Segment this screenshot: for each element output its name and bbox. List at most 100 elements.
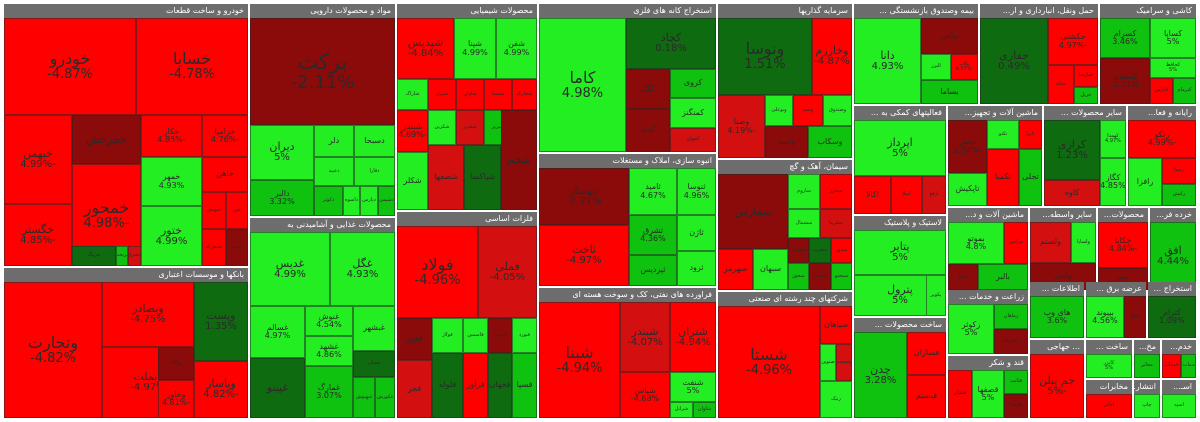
sector-header[interactable]: ماشین آلات و تجهیز... — [948, 106, 1042, 120]
stock-tile[interactable]: فاسمین — [463, 318, 488, 353]
stock-tile[interactable]: فولاژ — [432, 318, 463, 353]
stock-tile[interactable]: بنیرو — [948, 264, 978, 290]
stock-tile[interactable]: شستا -4.96% — [718, 306, 820, 418]
stock-tile[interactable]: شاراک — [397, 79, 428, 110]
stock-tile[interactable]: ثرود — [677, 251, 716, 286]
stock-tile[interactable]: البرز — [921, 54, 951, 80]
stock-tile[interactable]: بساما — [921, 80, 978, 104]
stock-tile[interactable]: اخابر — [1086, 394, 1132, 418]
stock-tile[interactable]: دکوثر — [314, 186, 343, 216]
stock-tile[interactable]: داسوه — [343, 186, 360, 216]
stock-tile[interactable]: ثاژن — [677, 215, 716, 251]
stock-tile[interactable]: حتاید — [1048, 65, 1074, 104]
stock-tile[interactable]: بترانس — [1004, 222, 1028, 264]
stock-tile[interactable]: فنورد — [512, 318, 537, 353]
sector-header[interactable]: مخابرات — [1086, 380, 1132, 394]
stock-tile[interactable]: بپاس — [921, 18, 978, 54]
stock-tile[interactable]: کسرام 3.46% — [1100, 18, 1150, 58]
sector-header[interactable]: سیمان، آهک و گچ — [718, 160, 852, 174]
stock-tile[interactable]: رنیک — [820, 381, 852, 418]
stock-tile[interactable]: تاپکیش — [948, 173, 987, 206]
stock-tile[interactable]: پکویر — [926, 275, 946, 316]
stock-tile[interactable]: تکنو — [987, 120, 1019, 149]
stock-tile[interactable]: کایزر 5% — [1086, 354, 1132, 378]
stock-tile[interactable]: رافزا — [1128, 158, 1162, 206]
stock-tile[interactable]: کدما — [626, 109, 670, 152]
stock-tile[interactable]: وتجارت -4.82% — [4, 282, 102, 418]
stock-tile[interactable]: تایرا — [1019, 120, 1042, 149]
stock-tile[interactable]: وبوعلی — [765, 95, 793, 126]
sector-header[interactable]: محصولات شیمیایی — [397, 4, 537, 18]
stock-tile[interactable]: سهرمز — [718, 249, 753, 290]
stock-tile[interactable]: کگل — [626, 69, 670, 109]
stock-tile[interactable]: وصنعت — [836, 344, 852, 381]
stock-tile[interactable]: سبهان — [753, 249, 788, 290]
stock-tile[interactable]: حفاری 0.49% — [980, 18, 1048, 104]
stock-tile[interactable]: تکمبا — [987, 149, 1019, 206]
stock-tile[interactable]: فخوز — [397, 318, 432, 360]
stock-tile[interactable]: خریخت — [116, 246, 128, 266]
stock-tile[interactable]: غشاذر — [353, 351, 395, 377]
stock-tile[interactable]: وپست 1.35% — [194, 282, 248, 361]
sector-header[interactable]: مخ... — [1134, 340, 1160, 354]
sector-header[interactable]: سرمایه گذاریها — [718, 4, 852, 18]
stock-tile[interactable]: شیراز — [428, 79, 456, 110]
stock-tile[interactable]: ثاخت -4.97% — [539, 225, 629, 286]
stock-tile[interactable]: شبندر -4.07% — [620, 302, 670, 372]
sector-header[interactable]: عرضه برق ... — [1086, 282, 1146, 296]
stock-tile[interactable]: ثبهساز -2.71% — [539, 168, 629, 225]
stock-tile[interactable]: شپاس -4.88% — [620, 372, 670, 418]
stock-tile[interactable]: خمهر 4.93% — [141, 157, 202, 206]
sector-header[interactable]: ماشین آلات و د... — [948, 208, 1028, 222]
stock-tile[interactable]: شاوان — [693, 402, 716, 418]
stock-tile[interactable]: خپویش — [202, 192, 226, 229]
sector-header[interactable]: خرده فر... — [1150, 208, 1196, 222]
stock-tile[interactable]: شاوان — [456, 79, 484, 110]
stock-tile[interactable]: کحافظ 5% — [1150, 58, 1196, 78]
stock-tile[interactable]: فملی -4.05% — [478, 226, 537, 318]
stock-tile[interactable]: چدن 3.28% — [854, 332, 907, 418]
stock-tile[interactable]: ثامید 4.67% — [629, 168, 677, 215]
stock-tile[interactable]: خزر — [226, 192, 248, 229]
stock-tile[interactable]: تجلی — [1019, 149, 1042, 206]
stock-tile[interactable]: دشیمی — [378, 186, 395, 216]
stock-tile[interactable]: کرازی 1.23% — [1044, 120, 1100, 180]
stock-tile[interactable]: کچاد 0.18% — [626, 18, 716, 69]
stock-tile[interactable]: سخوز — [788, 263, 809, 290]
stock-tile[interactable]: کروی — [670, 69, 716, 98]
sector-header[interactable]: حمل ونقل، انبارداری و ار... — [980, 4, 1098, 18]
stock-tile[interactable]: خدمات — [1162, 354, 1181, 378]
stock-tile[interactable]: کهمدا 4.97% — [1100, 120, 1126, 158]
stock-tile[interactable]: زشریف — [994, 329, 1028, 354]
stock-tile[interactable]: دیران 5% — [250, 125, 314, 180]
stock-tile[interactable]: کساپا 5% — [1150, 18, 1196, 58]
stock-tile[interactable]: پتایر 5% — [854, 230, 946, 275]
stock-tile[interactable]: فسازان — [907, 332, 946, 375]
stock-tile[interactable]: دفارا — [354, 157, 395, 186]
sector-header[interactable]: خدم... — [1162, 340, 1196, 354]
sector-header[interactable]: شرکتهای چند رشته ای صنعتی — [718, 292, 852, 306]
stock-tile[interactable]: مخابر — [1134, 354, 1160, 378]
stock-tile[interactable]: رمپنا — [1162, 158, 1196, 184]
stock-tile[interactable]: سفارس — [718, 174, 788, 249]
stock-tile[interactable]: حکشتی 4.97%- — [1048, 18, 1098, 65]
stock-tile[interactable]: شتران -4.94% — [670, 302, 716, 372]
sector-header[interactable]: زراعت و خدمات ... — [948, 290, 1028, 304]
stock-tile[interactable]: دالبر 3.32% — [250, 180, 314, 216]
sector-header[interactable]: اسـ... — [1162, 380, 1196, 394]
stock-tile[interactable]: ولصنم — [1030, 222, 1071, 263]
stock-tile[interactable]: زماهان — [994, 304, 1028, 329]
stock-tile[interactable]: فسرب — [488, 318, 512, 353]
stock-tile[interactable]: وخاور 4.81%- — [158, 380, 194, 418]
stock-tile[interactable]: قنیشا — [1004, 394, 1028, 418]
stock-tile[interactable]: ساروم — [788, 174, 820, 209]
sector-header[interactable]: بانکها و موسسات اعتباری — [4, 268, 248, 282]
sector-header[interactable]: محصولات... — [1098, 208, 1148, 222]
stock-tile[interactable]: وامید — [765, 126, 808, 158]
stock-tile[interactable]: بمپنا — [1124, 296, 1146, 338]
stock-tile[interactable]: غشهد 4.86% — [305, 336, 353, 366]
stock-tile[interactable]: دلر — [314, 125, 354, 157]
stock-tile[interactable]: فلوله — [432, 353, 463, 418]
stock-tile[interactable]: افق 4.44% — [1150, 222, 1196, 290]
stock-tile[interactable]: چکاپا 4.84%- — [1098, 222, 1148, 268]
